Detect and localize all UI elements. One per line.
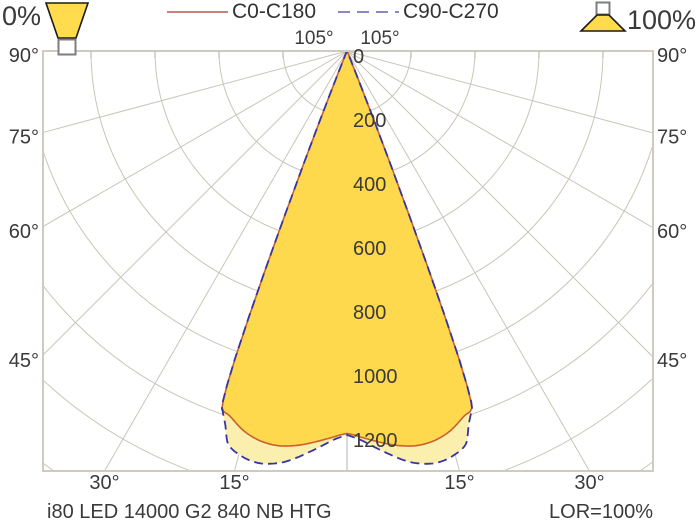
radial-tick-label-1000: 1000	[353, 366, 398, 388]
angle-label-bottom-right-15: 15°	[444, 472, 474, 494]
angle-label-left-45: 45°	[9, 350, 39, 372]
uplight-percentage: 0%	[2, 1, 42, 31]
grid-ray-30	[346, 51, 591, 471]
grid-ray-60	[346, 51, 653, 229]
downlight-percentage: 100%	[627, 5, 697, 35]
grid-ray-45	[346, 51, 653, 358]
legend-line-solid-icon	[167, 11, 228, 13]
legend-line-dashed-icon	[338, 11, 399, 13]
angle-label-bottom-left-15: 15°	[219, 472, 249, 494]
grid-ray--45	[43, 51, 348, 356]
legend-item-c90-c270: C90-C270	[337, 0, 499, 24]
radial-tick-label-1200: 1200	[353, 430, 398, 452]
legend-item-c0-c180: C0-C180	[166, 0, 316, 24]
grid-ray--75	[43, 51, 348, 133]
light-output-ratio: LOR=100%	[549, 501, 653, 523]
downlight-beam-shape	[579, 14, 627, 32]
uplight-beam-shape	[44, 2, 90, 39]
angle-label-right-75: 75°	[657, 127, 687, 149]
angle-label-bottom-right-30: 30°	[574, 472, 604, 494]
angle-label-right-45: 45°	[657, 350, 687, 372]
c0-c180-fill	[222, 51, 472, 447]
radial-tick-label-600: 600	[353, 238, 386, 260]
uplight-lamp-body	[57, 38, 77, 56]
radial-tick-label-400: 400	[353, 174, 386, 196]
angle-label-bottom-left-30: 30°	[89, 472, 119, 494]
radial-tick-label-800: 800	[353, 302, 386, 324]
plot-border	[42, 50, 654, 472]
angle-label-top-right-105: 105°	[360, 28, 399, 49]
grid-ray--30	[103, 51, 348, 471]
angle-label-top-left-105: 105°	[294, 28, 333, 49]
angle-label-left-60: 60°	[9, 221, 39, 243]
c90-c270-curve	[220, 51, 474, 465]
downlight-lamp-icon	[579, 1, 627, 32]
angle-label-right-90: 90°	[657, 45, 687, 67]
downlight-lamp-body	[595, 1, 611, 16]
angle-label-left-75: 75°	[9, 127, 39, 149]
angle-label-left-90: 90°	[9, 45, 39, 67]
angle-label-right-60: 60°	[657, 221, 687, 243]
uplight-lamp-icon	[44, 2, 90, 56]
radial-tick-label-0: 0	[353, 46, 364, 68]
legend-label-c90-c270: C90-C270	[403, 0, 499, 23]
radial-tick-label-200: 200	[353, 110, 386, 132]
luminaire-name: i80 LED 14000 G2 840 NB HTG	[47, 501, 332, 523]
grid-ray-75	[346, 51, 653, 134]
legend-label-c0-c180: C0-C180	[232, 0, 317, 23]
